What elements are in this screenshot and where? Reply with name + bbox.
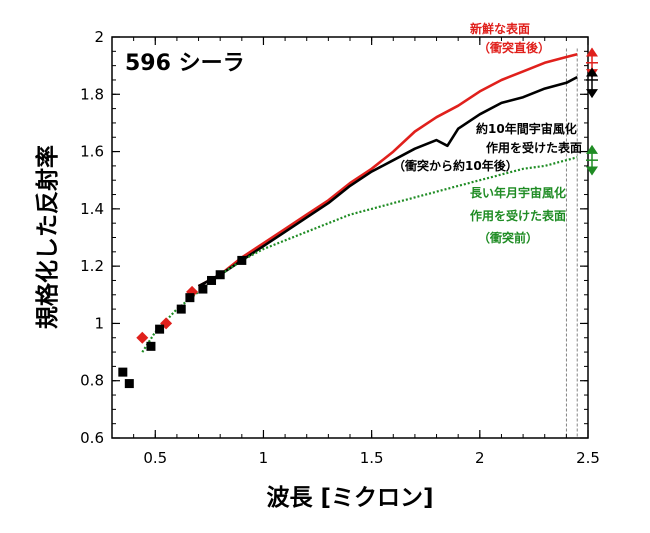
annotation-long-line3: （衝突前）	[478, 230, 538, 245]
series-weathered_10yr_points-square	[155, 324, 165, 334]
annotation-long-line1: 長い年月宇宙風化	[470, 185, 566, 200]
series-weathered_10yr_points-square	[118, 367, 128, 377]
annotation-10yr-line3: （衝突から約10年後）	[393, 158, 518, 173]
series-weathered_10yr_points-square	[215, 270, 225, 280]
y-tick-label: 1.8	[80, 85, 104, 103]
axis-ticks: 0.5 1 1.5 2 2.5 0.6 0.8 1 1.2 1.4 1.6 1.8 2	[80, 28, 600, 467]
guide-lines	[565, 48, 578, 438]
x-tick-label: 1.5	[360, 449, 384, 467]
chart-title: 596 シーラ	[125, 51, 245, 76]
series-weathered_10yr_points-square	[185, 293, 195, 303]
series-weathered_10yr_points-square	[124, 379, 134, 389]
y-tick-label: 0.6	[80, 429, 104, 447]
error-arrow-up-0	[586, 47, 598, 57]
annotation-10yr-line1: 約10年間宇宙風化	[476, 121, 577, 136]
annotation-10yr-line2: 作用を受けた表面	[486, 140, 582, 155]
y-tick-label: 1.4	[80, 200, 104, 218]
error-arrow-up-1	[586, 67, 598, 77]
annotation-long-line2: 作用を受けた表面	[470, 208, 566, 223]
annotation-fresh-line1: 新鮮な表面	[470, 21, 530, 36]
y-tick-label: 0.8	[80, 372, 104, 390]
x-tick-label: 2.5	[576, 449, 600, 467]
error-arrow-down-1	[586, 89, 598, 99]
series-weathered_10yr-line	[197, 75, 578, 288]
series-weathered_10yr_points-square	[207, 275, 217, 285]
series-weathered_10yr_points-square	[237, 255, 247, 265]
series-weathered_10yr_points-square	[198, 284, 208, 294]
series-weathered_10yr_points-square	[176, 304, 186, 314]
side-error-markers	[586, 47, 598, 176]
series-weathered_10yr_points-square	[146, 341, 156, 351]
x-tick-label: 0.5	[143, 449, 167, 467]
markers-layer	[118, 255, 247, 389]
y-tick-label: 1.2	[80, 257, 104, 275]
x-tick-label: 2	[475, 449, 485, 467]
x-axis-title: 波長 [ミクロン]	[266, 485, 433, 511]
series-layer	[141, 52, 578, 353]
y-tick-label: 1.6	[80, 143, 104, 161]
annotation-fresh-line2: （衝突直後）	[478, 40, 550, 55]
error-arrow-up-2	[586, 144, 598, 154]
series-fresh-line	[197, 52, 578, 288]
series-fresh_points-diamond	[136, 331, 149, 344]
error-arrow-down-2	[586, 166, 598, 176]
y-tick-label: 2	[94, 28, 104, 46]
x-tick-label: 1	[259, 449, 269, 467]
y-axis-title: 規格化した反射率	[34, 145, 61, 329]
y-tick-label: 1	[94, 314, 104, 332]
